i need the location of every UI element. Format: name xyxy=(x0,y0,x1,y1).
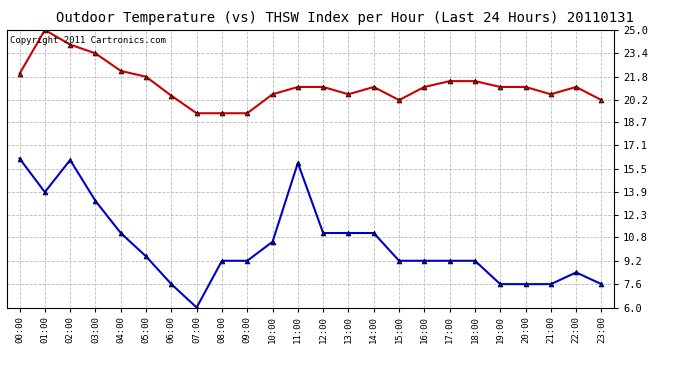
Text: Outdoor Temperature (vs) THSW Index per Hour (Last 24 Hours) 20110131: Outdoor Temperature (vs) THSW Index per … xyxy=(56,11,634,25)
Text: Copyright 2011 Cartronics.com: Copyright 2011 Cartronics.com xyxy=(10,36,166,45)
